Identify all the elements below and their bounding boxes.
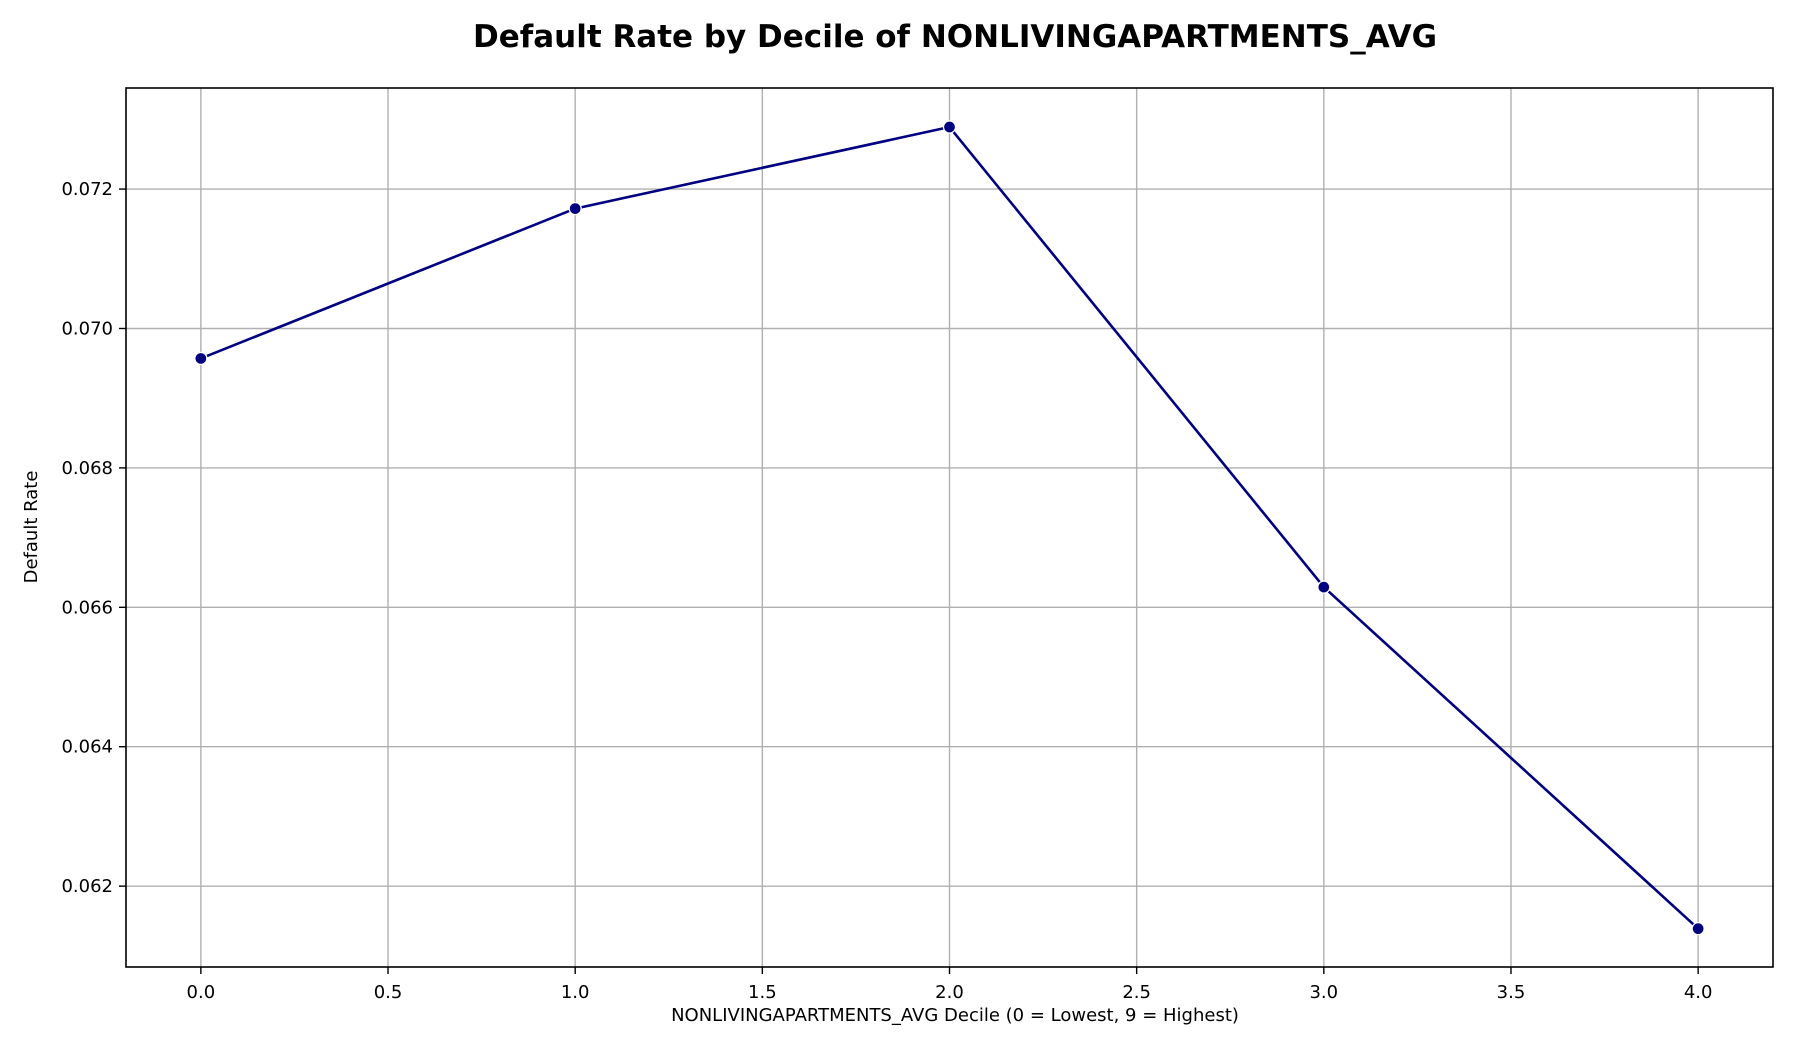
x-tick-label: 4.0	[1684, 982, 1713, 1003]
data-point	[1691, 922, 1705, 936]
data-point	[942, 120, 957, 134]
y-tick-label: 0.064	[61, 737, 113, 758]
x-tick-label: 2.0	[935, 982, 964, 1003]
x-tick-label: 1.5	[748, 982, 777, 1003]
grid-lines	[126, 88, 1773, 967]
y-tick-label: 0.068	[61, 458, 113, 479]
data-point	[194, 351, 208, 366]
x-tick-label: 3.5	[1497, 982, 1526, 1003]
chart-title: Default Rate by Decile of NONLIVINGAPART…	[473, 19, 1437, 55]
x-tick-label: 0.5	[374, 982, 403, 1003]
axis-ticks: 0.0 0.5 1.0 1.5 2.0 2.5 3.0 3.5 4.0 0.062 0.064 0.0…	[61, 179, 1712, 1003]
x-tick-label: 3.0	[1309, 982, 1338, 1003]
x-tick-label: 1.0	[561, 982, 590, 1003]
y-tick-label: 0.072	[61, 179, 113, 200]
plot-frame	[125, 87, 1774, 968]
series-layer	[194, 120, 1705, 936]
y-tick-label: 0.066	[61, 597, 113, 618]
x-axis-label: NONLIVINGAPARTMENTS_AVG Decile (0 = Lowe…	[671, 1005, 1239, 1026]
x-tick-label: 2.5	[1122, 982, 1151, 1003]
x-tick-label: 0.0	[187, 982, 216, 1003]
y-axis-label: Default Rate	[21, 471, 42, 584]
y-tick-label: 0.070	[61, 318, 113, 339]
data-point	[1317, 580, 1331, 594]
data-point	[568, 201, 582, 216]
y-tick-label: 0.062	[61, 876, 113, 897]
